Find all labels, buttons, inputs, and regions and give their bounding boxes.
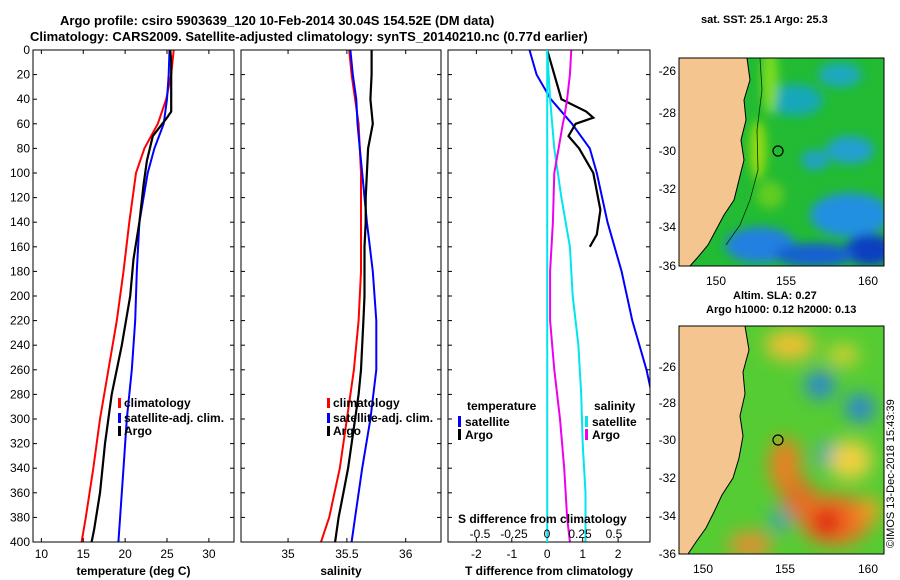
panel-difference: -2 -1 0 1 2 T difference from climatology temp… [447, 49, 651, 578]
series-line-t-satellite [528, 50, 650, 391]
plot-frame [447, 49, 651, 543]
x-axis-label: salinity [320, 564, 362, 578]
series-line-satellite-adj-clim- [349, 50, 378, 542]
y-tick-label: 240 [10, 338, 30, 352]
secondary-tick-label: -0.5 [470, 527, 491, 541]
legend-swatch [585, 416, 588, 427]
legend-label: satellite-adj. clim. [333, 411, 433, 425]
x-tick-label: 20 [118, 547, 132, 561]
x-tick-label: 30 [202, 547, 216, 561]
x-axis-label: T difference from climatology [465, 564, 633, 578]
legend-label: satellite [465, 415, 510, 429]
y-tick-label: 280 [10, 387, 30, 401]
x-tick-label: 36 [399, 547, 413, 561]
y-tick-label: 40 [17, 92, 31, 106]
legend-swatch [327, 426, 330, 436]
panel-salinity: 35 35.5 36 salinity climatologysatellite-adj… [240, 49, 442, 578]
legend-swatch [458, 429, 461, 440]
y-tick-label: 80 [17, 141, 31, 155]
x-tick-label: 15 [77, 547, 91, 561]
secondary-tick-label: 0.25 [568, 527, 592, 541]
legend-swatch [118, 398, 121, 408]
y-tick-label: 160 [10, 240, 30, 254]
x-tick-label: 35.5 [335, 547, 359, 561]
x-axis-label: temperature (deg C) [76, 564, 190, 578]
legend-label: climatology [333, 396, 400, 410]
legend-label: satellite [592, 415, 637, 429]
y-tick-label: 400 [10, 535, 30, 549]
series-line-satellite-adj-clim- [117, 50, 171, 542]
legend-label: climatology [124, 396, 191, 410]
y-tick-label: 120 [10, 191, 30, 205]
legend-swatch [327, 398, 330, 408]
sla-map-title: Altim. SLA: 0.27 [733, 290, 817, 302]
series-line-s-satellite [546, 50, 587, 542]
y-tick-label: 140 [10, 215, 30, 229]
legend-label: Argo [333, 424, 361, 438]
legend-label: Argo [465, 428, 493, 442]
panel-temperature: 10 15 20 25 30 temperature (deg C) 0 20 40 60 80 10… [10, 43, 235, 578]
sla-map-subtitle: Argo h1000: 0.12 h2000: 0.13 [706, 304, 857, 316]
legend-swatch [118, 426, 121, 436]
y-tick-label: 200 [10, 289, 30, 303]
series-line-t-argo [546, 50, 602, 248]
x-tick-label: 35 [281, 547, 295, 561]
x-tick-label: 25 [160, 547, 174, 561]
legend-swatch [458, 416, 461, 427]
y-tick-label: 380 [10, 510, 30, 524]
y-tick-label: 100 [10, 166, 30, 180]
secondary-tick-label: 0 [544, 527, 551, 541]
y-tick-label: 320 [10, 437, 30, 451]
legend-swatch [585, 429, 588, 440]
imos-timestamp: ©IMOS 13-Dec-2018 15:43:39 [885, 399, 897, 548]
title-line-2: Climatology: CARS2009. Satellite-adjuste… [30, 29, 588, 44]
legend-header-temperature: temperature [467, 399, 537, 413]
secondary-tick-label: 0.5 [606, 527, 623, 541]
x-tick-label: -1 [506, 547, 517, 561]
legend-header-salinity: salinity [594, 399, 636, 413]
y-tick-label: 20 [17, 68, 31, 82]
series-line-argo [334, 50, 374, 542]
y-tick-label: 60 [17, 117, 31, 131]
legend-label: satellite-adj. clim. [124, 411, 224, 425]
series-line-climatology [80, 50, 175, 542]
y-tick-label: 0 [23, 43, 30, 57]
y-tick-label: 340 [10, 461, 30, 475]
x-tick-label: -2 [471, 547, 482, 561]
legend-label: Argo [592, 428, 620, 442]
x-tick-label: 2 [615, 547, 622, 561]
x-tick-label: 0 [544, 547, 551, 561]
plot-frame [32, 49, 235, 543]
secondary-tick-label: -0.25 [500, 527, 528, 541]
x-tick-label: 10 [35, 547, 49, 561]
legend-label: Argo [124, 424, 152, 438]
secondary-axis-label: S difference from climatology [458, 512, 627, 526]
title-line-1: Argo profile: csiro 5903639_120 10-Feb-2… [60, 13, 495, 28]
y-tick-label: 300 [10, 412, 30, 426]
x-tick-label: 1 [579, 547, 586, 561]
legend-swatch [327, 413, 330, 423]
y-tick-label: 360 [10, 486, 30, 500]
y-tick-label: 180 [10, 264, 30, 278]
series-line-argo [90, 50, 173, 542]
series-line-climatology [320, 50, 362, 542]
legend-swatch [118, 413, 121, 423]
y-tick-label: 260 [10, 363, 30, 377]
plot-frame [240, 49, 442, 543]
y-tick-label: 220 [10, 314, 30, 328]
sst-map-title: sat. SST: 25.1 Argo: 25.3 [701, 14, 828, 26]
series-line-s-argo [549, 50, 573, 542]
